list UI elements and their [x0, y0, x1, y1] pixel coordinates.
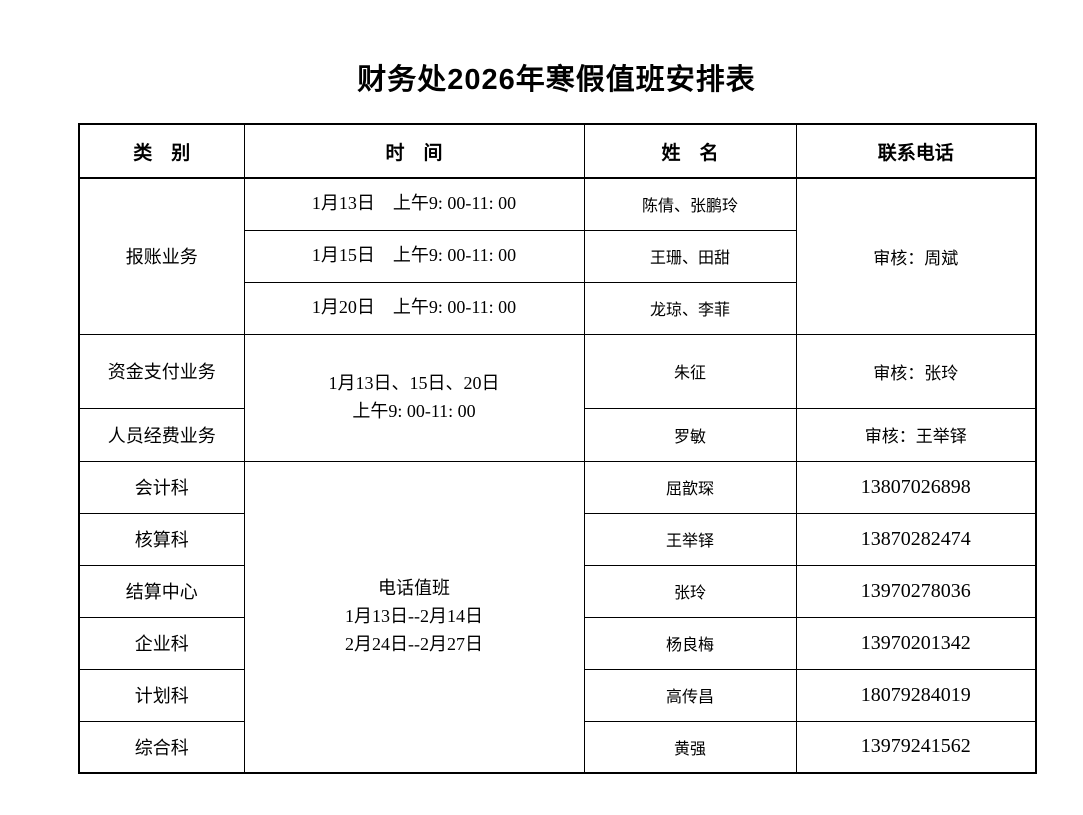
cell-name: 屈歆琛	[583, 460, 797, 514]
cell-name: 朱征	[583, 333, 797, 409]
cell-name: 罗敏	[583, 407, 797, 462]
table-row: 计划科 高传昌 18079284019	[78, 668, 1037, 722]
cell-audit: 审核：周斌	[795, 177, 1037, 335]
cell-name: 王珊、田甜	[583, 229, 797, 283]
cell-phone: 13970201342	[795, 616, 1037, 670]
table-row: 结算中心 张玲 13970278036	[78, 564, 1037, 618]
duty-schedule-table: 类 别 时 间 姓 名 联系电话 报账业务 1月13日 上午9: 00-11: …	[78, 123, 1037, 774]
cell-name: 龙琼、李菲	[583, 281, 797, 335]
header-name: 姓 名	[583, 123, 797, 179]
cell-phone: 18079284019	[795, 668, 1037, 722]
cell-phone: 13970278036	[795, 564, 1037, 618]
cell-name: 杨良梅	[583, 616, 797, 670]
header-phone: 联系电话	[795, 123, 1037, 179]
header-category: 类 别	[78, 123, 245, 179]
table-row: 会计科 电话值班 1月13日--2月14日 2月24日--2月27日 屈歆琛 1…	[78, 460, 1037, 774]
cell-phone: 13979241562	[795, 720, 1037, 774]
page-title: 财务处2026年寒假值班安排表	[357, 64, 756, 96]
cell-category: 资金支付业务	[78, 333, 245, 409]
cell-category: 结算中心	[78, 564, 245, 618]
cell-name: 高传昌	[583, 668, 797, 722]
cell-category: 企业科	[78, 616, 245, 670]
cell-time: 1月13日 上午9: 00-11: 00	[243, 177, 585, 231]
cell-category: 报账业务	[78, 177, 245, 335]
cell-name: 张玲	[583, 564, 797, 618]
cell-name: 王举铎	[583, 512, 797, 566]
cell-audit: 审核：王举铎	[795, 407, 1037, 462]
table-row: 资金支付业务 1月13日、15日、20日 上午9: 00-11: 00 朱征 审…	[78, 333, 1037, 462]
header-row: 类 别 时 间 姓 名 联系电话	[78, 123, 1037, 179]
table-row: 核算科 王举铎 13870282474	[78, 512, 1037, 566]
cell-category: 人员经费业务	[78, 407, 245, 462]
table-row: 报账业务 1月13日 上午9: 00-11: 00 陈倩、张鹏玲 审核：周斌	[78, 177, 1037, 335]
cell-name: 陈倩、张鹏玲	[583, 177, 797, 231]
cell-name: 黄强	[583, 720, 797, 774]
table-row: 综合科 黄强 13979241562	[78, 720, 1037, 774]
cell-category: 计划科	[78, 668, 245, 722]
cell-phone: 13807026898	[795, 460, 1037, 514]
table-row: 1月15日 上午9: 00-11: 00 王珊、田甜	[79, 229, 1036, 283]
cell-time: 1月13日、15日、20日 上午9: 00-11: 00	[243, 333, 585, 462]
cell-time: 1月15日 上午9: 00-11: 00	[243, 229, 585, 283]
cell-audit: 审核：张玲	[795, 333, 1037, 409]
cell-category: 会计科	[78, 460, 245, 514]
header-time: 时 间	[243, 123, 585, 179]
cell-category: 核算科	[78, 512, 245, 566]
cell-time: 1月20日 上午9: 00-11: 00	[243, 281, 585, 335]
cell-category: 综合科	[78, 720, 245, 774]
cell-phone: 13870282474	[795, 512, 1037, 566]
cell-time-phone-duty: 电话值班 1月13日--2月14日 2月24日--2月27日	[243, 460, 585, 774]
